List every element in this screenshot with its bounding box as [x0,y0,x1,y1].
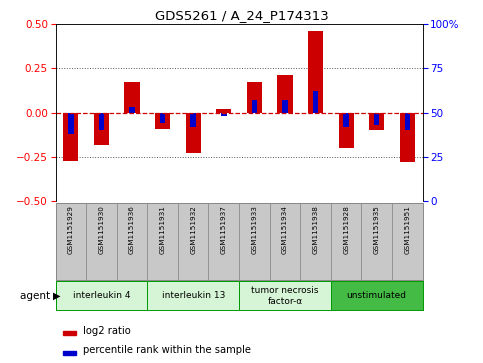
Bar [313,91,318,113]
Bar [277,75,293,113]
Bar [216,109,231,113]
Text: GSM1151951: GSM1151951 [404,205,411,254]
Text: GDS5261 / A_24_P174313: GDS5261 / A_24_P174313 [155,9,328,22]
Text: interleukin 4: interleukin 4 [72,291,130,300]
Bar [331,203,361,280]
Bar [155,113,170,129]
Bar [129,107,135,113]
Text: agent: agent [20,291,53,301]
Bar [392,203,423,280]
Bar [374,113,380,125]
Bar [221,113,227,116]
Bar [160,113,165,123]
Text: ▶: ▶ [53,291,61,301]
Text: GSM1151932: GSM1151932 [190,205,196,254]
Bar [56,203,86,280]
Bar [63,113,78,160]
Bar [63,331,76,335]
Bar [369,113,384,130]
Text: log2 ratio: log2 ratio [83,326,131,336]
Bar [94,113,109,144]
Text: GSM1151934: GSM1151934 [282,205,288,254]
Bar [239,281,331,310]
Bar [117,203,147,280]
Bar [282,100,288,113]
Bar [125,82,140,113]
Bar [361,203,392,280]
Text: GSM1151936: GSM1151936 [129,205,135,254]
Bar [247,82,262,113]
Bar [56,281,147,310]
Bar [339,113,354,148]
Bar [178,203,209,280]
Text: GSM1151928: GSM1151928 [343,205,349,254]
Text: percentile rank within the sample: percentile rank within the sample [83,346,251,355]
Bar [185,113,201,154]
Bar [252,100,257,113]
Text: GSM1151938: GSM1151938 [313,205,319,254]
Text: GSM1151929: GSM1151929 [68,205,74,254]
Text: GSM1151931: GSM1151931 [159,205,166,254]
Text: GSM1151933: GSM1151933 [251,205,257,254]
Bar [86,203,117,280]
Bar [308,31,323,113]
Bar [239,203,270,280]
Bar [405,113,410,130]
Bar [99,113,104,130]
Text: tumor necrosis
factor-α: tumor necrosis factor-α [251,286,319,306]
Bar [147,281,239,310]
Text: interleukin 13: interleukin 13 [161,291,225,300]
Text: GSM1151937: GSM1151937 [221,205,227,254]
Bar [343,113,349,127]
Bar [331,281,423,310]
Text: GSM1151930: GSM1151930 [99,205,104,254]
Bar [190,113,196,127]
Bar [68,113,73,134]
Bar [209,203,239,280]
Bar [147,203,178,280]
Bar [270,203,300,280]
Bar [300,203,331,280]
Text: unstimulated: unstimulated [347,291,407,300]
Text: GSM1151935: GSM1151935 [374,205,380,254]
Bar [400,113,415,162]
Bar [63,351,76,355]
